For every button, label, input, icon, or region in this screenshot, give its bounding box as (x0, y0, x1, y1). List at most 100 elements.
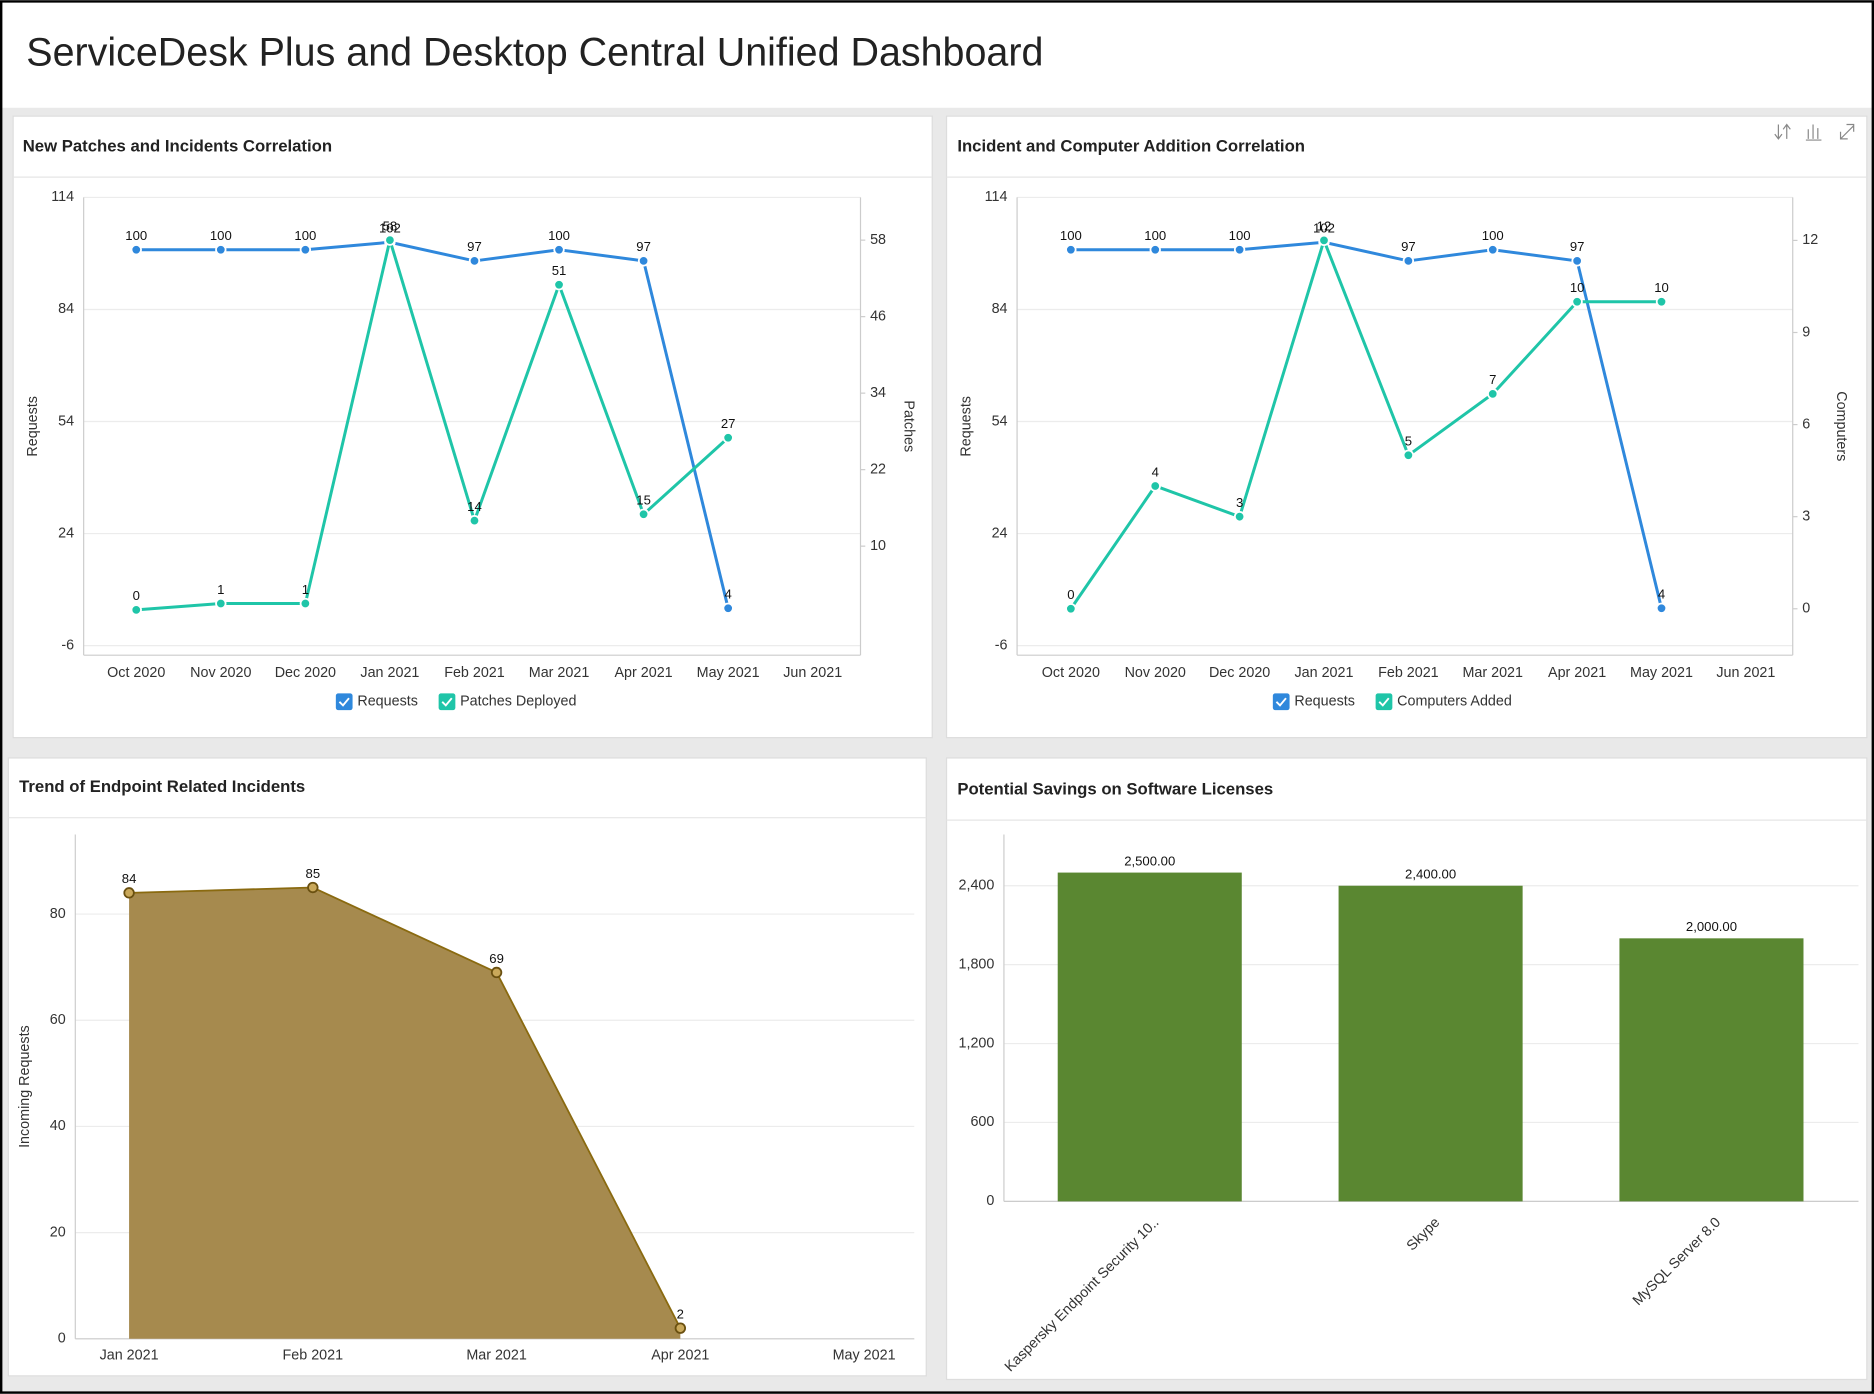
y2-tick-label: 6 (1802, 416, 1810, 432)
y-tick-label: 54 (992, 413, 1008, 429)
legend-label: Requests (357, 694, 418, 710)
y-tick-label: 54 (58, 413, 74, 429)
data-label: 4 (724, 587, 731, 602)
point (130, 244, 142, 256)
legend-swatch[interactable] (335, 693, 353, 711)
data-label: 51 (552, 263, 567, 278)
panel-icons[interactable] (1774, 123, 1855, 141)
x-tick-label: Jun 2021 (783, 665, 842, 681)
x-tick-label: Jan 2021 (100, 1347, 159, 1363)
data-label: 12 (1317, 219, 1332, 234)
y-tick-label: -6 (61, 637, 74, 653)
point (1318, 234, 1330, 247)
data-label: 2,400.00 (1405, 866, 1456, 881)
series-line (1070, 240, 1663, 609)
data-label: 100 (294, 228, 316, 243)
data-label: 1 (217, 582, 224, 597)
data-label: 100 (125, 228, 147, 243)
data-label: 100 (1229, 228, 1251, 243)
series-line (1069, 235, 1662, 610)
point (1149, 480, 1161, 492)
data-label: 97 (636, 239, 651, 254)
panel-title: Trend of Endpoint Related Incidents (19, 777, 305, 796)
y-tick-label: -6 (995, 637, 1008, 653)
bar (1619, 938, 1804, 1202)
point (299, 244, 312, 256)
data-label: 10 (1654, 280, 1669, 295)
y-axis-label: Requests (25, 396, 41, 457)
panel (12, 115, 933, 739)
bar (1057, 872, 1242, 1202)
x-tick-label: May 2021 (697, 665, 760, 681)
legend-check (1378, 697, 1390, 707)
x-tick-label: Apr 2021 (615, 665, 673, 681)
point (674, 1322, 687, 1334)
x-tick-label: Dec 2020 (1209, 665, 1270, 681)
point (215, 244, 227, 256)
y2-tick-label: 58 (870, 232, 886, 248)
y-tick-label: 2,400 (959, 878, 995, 894)
y-tick-label: 20 (50, 1224, 66, 1240)
point (384, 234, 396, 246)
point (468, 514, 481, 527)
x-tick-label: Jan 2021 (360, 665, 419, 681)
data-label: 97 (1401, 239, 1416, 254)
area (129, 887, 681, 1339)
data-label: 84 (122, 871, 137, 886)
y-tick-label: 40 (50, 1118, 66, 1134)
legend-swatch[interactable] (1272, 693, 1290, 711)
series-line (136, 234, 730, 612)
y-tick-label: 1,800 (959, 956, 995, 972)
point (637, 508, 650, 520)
x-tick-label: Oct 2020 (107, 665, 165, 681)
point (123, 887, 135, 899)
y2-axis-label: Computers (1833, 391, 1849, 461)
y-tick-label: 60 (50, 1012, 66, 1028)
x-tick-label: Apr 2021 (651, 1347, 709, 1363)
legend-swatch[interactable] (438, 693, 456, 711)
y-axis-label: Incoming Requests (17, 1025, 33, 1148)
data-label: 100 (210, 228, 232, 243)
legend-swatch[interactable] (1375, 693, 1393, 711)
point (637, 255, 650, 267)
sort-icon[interactable] (1774, 123, 1791, 140)
data-label: 27 (721, 416, 736, 431)
y-tick-label: 114 (51, 189, 74, 205)
y-axis-label: Requests (959, 396, 975, 457)
data-label: 58 (383, 218, 398, 233)
x-tick-label: May 2021 (833, 1347, 896, 1363)
point (490, 966, 503, 979)
x-tick-label: Oct 2020 (1042, 665, 1100, 681)
legend-check (1275, 697, 1287, 707)
legend-label: Requests (1294, 694, 1355, 710)
x-tick-label: Mar 2021 (529, 665, 590, 681)
point (1487, 388, 1499, 400)
point (553, 279, 565, 291)
point (1402, 255, 1415, 267)
chart-type-icon[interactable] (1805, 124, 1822, 141)
expand-icon[interactable] (1839, 123, 1855, 140)
y2-tick-label: 46 (870, 308, 886, 324)
x-tick-label: Jun 2021 (1716, 665, 1775, 681)
data-label: 1 (302, 582, 309, 597)
y-tick-label: 0 (58, 1331, 66, 1347)
header (2, 2, 1872, 108)
x-tick-label: Apr 2021 (1548, 665, 1606, 681)
data-label: 97 (1570, 239, 1585, 254)
point (1571, 255, 1583, 267)
panel (945, 115, 1868, 739)
point (1402, 449, 1415, 461)
x-tick-label: Nov 2020 (190, 665, 251, 681)
data-label: 0 (1067, 587, 1074, 602)
point (1233, 511, 1246, 523)
x-tick-label: Feb 2021 (1378, 665, 1439, 681)
data-label: 100 (1482, 228, 1504, 243)
data-label: 3 (1236, 495, 1243, 510)
legend-label: Computers Added (1397, 694, 1512, 710)
point (215, 597, 227, 610)
data-label: 2,000.00 (1686, 919, 1737, 934)
x-tick-label: Mar 2021 (1462, 665, 1523, 681)
data-label: 5 (1405, 434, 1412, 449)
series-line (136, 240, 730, 609)
point (307, 881, 319, 894)
